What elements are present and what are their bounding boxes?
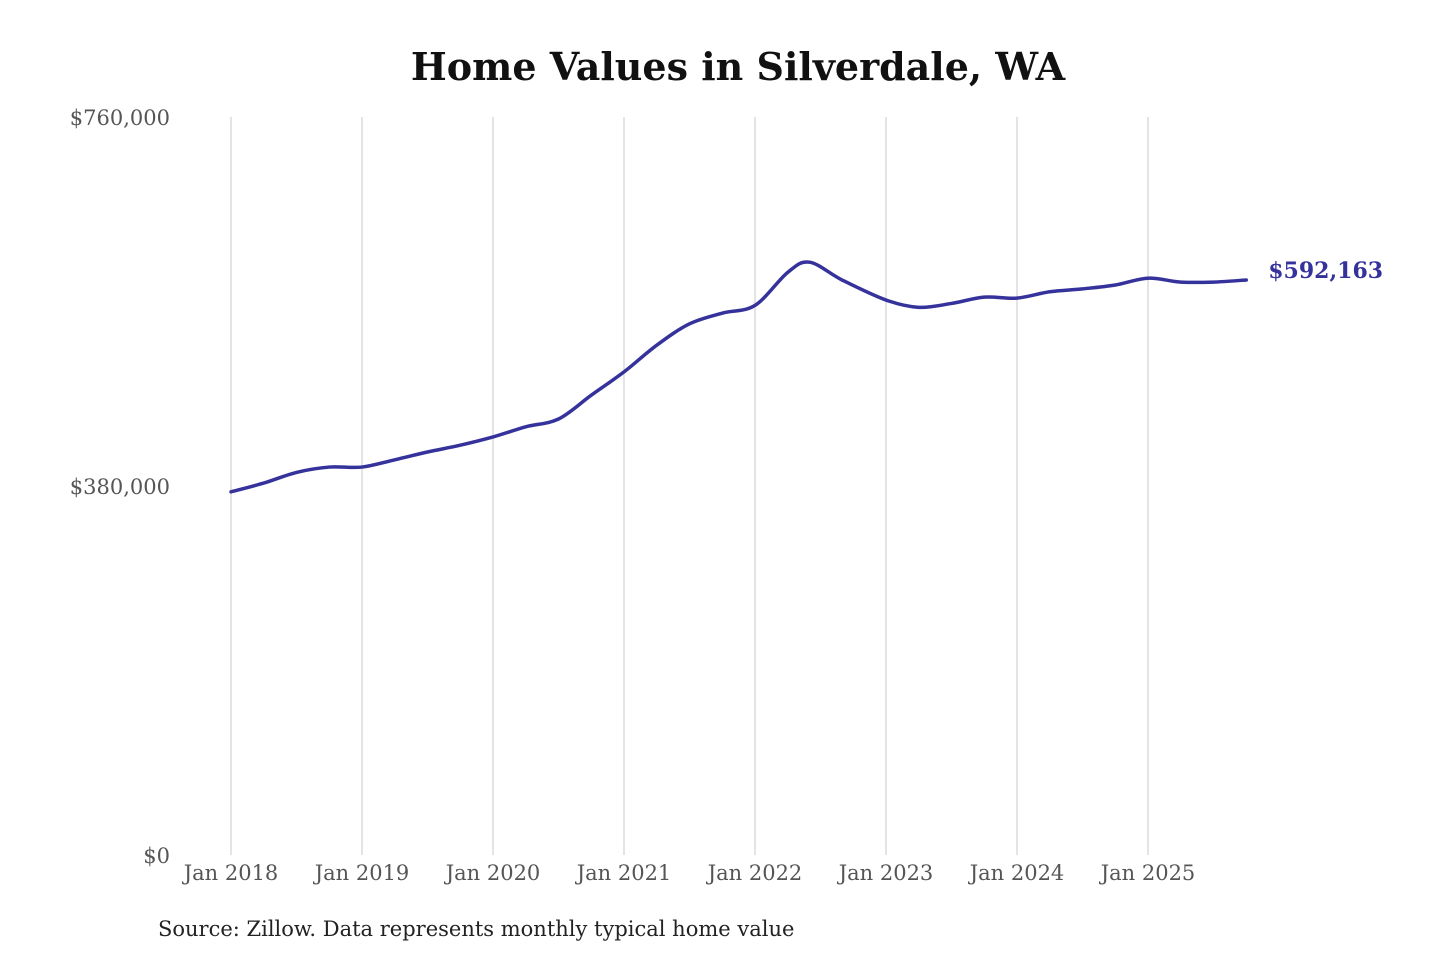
x-tick-label: Jan 2018	[182, 861, 279, 885]
end-value-label: $592,163	[1268, 258, 1383, 284]
source-note: Source: Zillow. Data represents monthly …	[158, 917, 795, 941]
x-tick-label: Jan 2025	[1099, 861, 1196, 885]
x-tick-label: Jan 2021	[575, 861, 672, 885]
x-tick-label: Jan 2023	[837, 861, 934, 885]
chart-title: Home Values in Silverdale, WA	[410, 44, 1066, 89]
y-tick-label: $760,000	[70, 106, 170, 130]
home-value-line	[229, 260, 1248, 494]
x-tick-label: Jan 2022	[706, 861, 803, 885]
x-tick-label: Jan 2019	[313, 861, 410, 885]
x-tick-label: Jan 2020	[444, 861, 541, 885]
x-tick-label: Jan 2024	[968, 861, 1065, 885]
y-tick-label: $0	[143, 844, 170, 868]
y-tick-label: $380,000	[70, 475, 170, 499]
